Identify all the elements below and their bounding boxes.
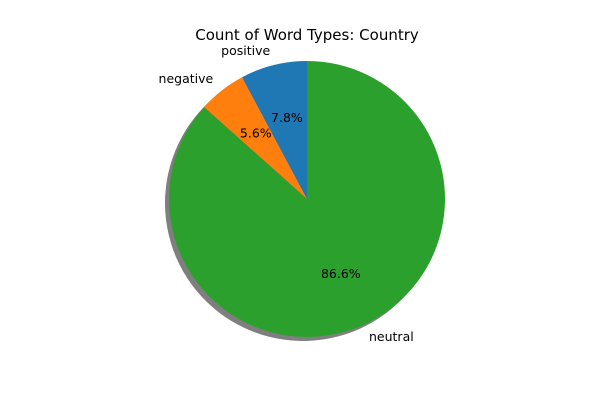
pie-labels: positive 7.8% negative 5.6% neutral 86.6% xyxy=(159,43,414,344)
pie-slices xyxy=(168,61,445,337)
slice-percent-neutral: 86.6% xyxy=(321,266,361,281)
slice-label-positive: positive xyxy=(221,43,270,58)
pie-slice-negative xyxy=(204,77,307,199)
slice-percent-positive: 7.8% xyxy=(271,110,303,125)
slice-label-negative: negative xyxy=(159,71,214,86)
pie-slice-neutral xyxy=(168,61,445,337)
slice-percent-negative: 5.6% xyxy=(240,125,272,140)
slice-label-neutral: neutral xyxy=(369,329,414,344)
chart-title: Count of Word Types: Country xyxy=(195,26,419,44)
pie-slice-positive xyxy=(242,61,307,199)
